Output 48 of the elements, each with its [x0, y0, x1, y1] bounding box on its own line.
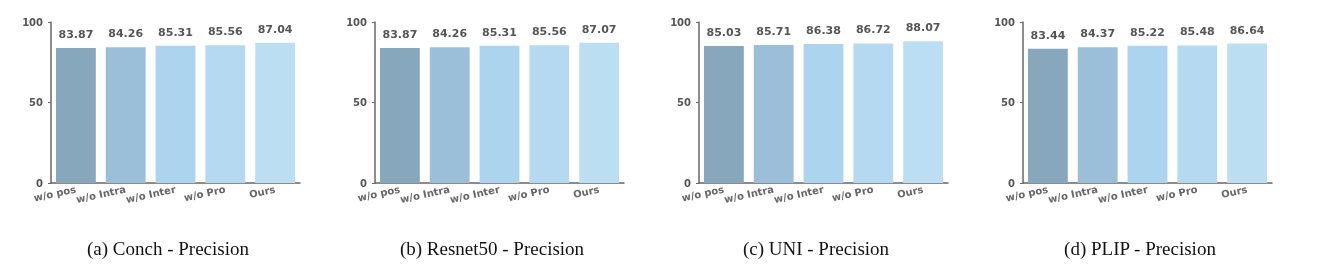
text: (a) Conch - Precision [87, 238, 250, 260]
text: (c) UNI - Precision [742, 238, 890, 260]
x-tick-label: w/o Intra [1047, 183, 1099, 205]
x-tick-label: w/o Pro [182, 183, 227, 204]
y-tick-label: 0 [1008, 177, 1016, 189]
x-tick-label: w/o Pro [506, 183, 551, 204]
y-tick-label: 100 [994, 16, 1016, 28]
data-label: 86.72 [855, 23, 891, 37]
data-label: 86.64 [1229, 23, 1265, 37]
data-label: 87.04 [257, 22, 293, 36]
x-tick-label: Ours [248, 183, 277, 200]
y-tick-label: 100 [22, 16, 44, 28]
y-tick-label: 100 [670, 16, 692, 28]
y-tick-label: 50 [1001, 97, 1016, 108]
data-label: 87.07 [581, 22, 617, 36]
data-label: 85.56 [531, 25, 568, 39]
y-tick-label: 0 [684, 177, 692, 189]
y-tick-label: 50 [353, 97, 368, 108]
x-tick-label: w/o Intra [75, 183, 127, 205]
y-tick-label: 0 [36, 177, 44, 189]
data-label: 85.31 [482, 25, 517, 39]
x-tick-label: Ours [572, 183, 601, 200]
y-tick-label: 100 [346, 16, 368, 28]
data-label: 85.56 [207, 25, 244, 39]
text: (b) Resnet50 - Precision [399, 238, 585, 260]
data-label: 85.31 [158, 25, 193, 39]
y-tick-label: 0 [360, 177, 368, 189]
data-label: 83.87 [58, 27, 94, 41]
data-label: 84.26 [108, 27, 144, 41]
x-tick-label: w/o Pro [830, 183, 875, 204]
data-label: 84.37 [1080, 27, 1116, 41]
x-tick-label: w/o Pro [1154, 183, 1199, 204]
data-label: 84.26 [432, 27, 468, 41]
x-tick-label: w/o Intra [723, 183, 775, 205]
y-tick-label: 50 [29, 97, 44, 108]
x-tick-label: Ours [1220, 183, 1249, 200]
data-label: 88.07 [905, 21, 941, 35]
data-label: 85.71 [756, 25, 792, 39]
data-label: 86.38 [806, 23, 841, 37]
x-tick-label: w/o Intra [399, 183, 451, 205]
text: (d) PLIP - Precision [1064, 238, 1217, 260]
data-label: 83.44 [1030, 28, 1066, 42]
data-label: 85.03 [706, 26, 742, 40]
y-tick-label: 50 [677, 97, 692, 108]
data-label: 85.22 [1130, 25, 1165, 39]
x-tick-label: Ours [896, 183, 925, 200]
data-label: 85.48 [1179, 25, 1215, 39]
data-label: 83.87 [382, 27, 418, 41]
